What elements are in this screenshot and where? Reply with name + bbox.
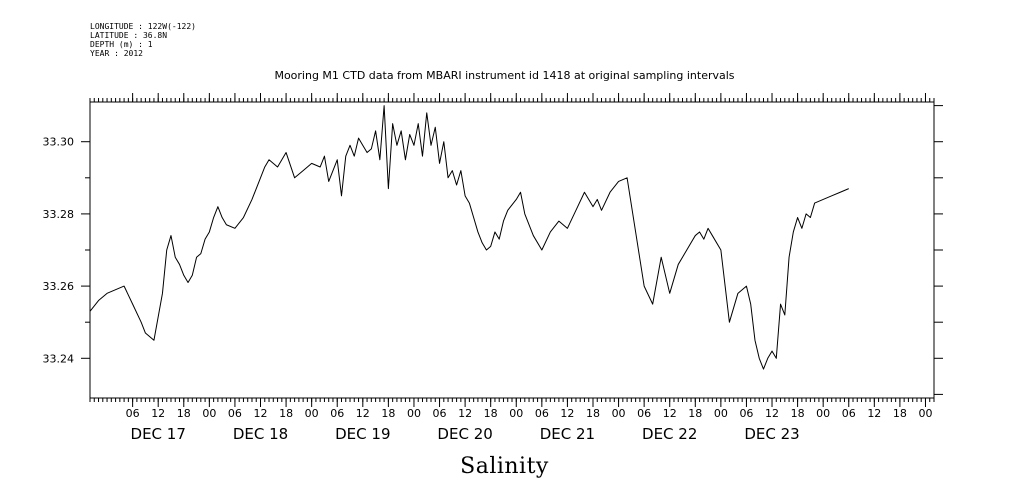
meta-year: YEAR : 2012 — [90, 49, 143, 58]
x-hour-tick-label: 12 — [765, 407, 779, 420]
x-day-label: DEC 17 — [131, 425, 186, 443]
series-line-salinity — [89, 105, 849, 370]
x-hour-tick-label: 06 — [433, 407, 447, 420]
x-hour-tick-label: 12 — [663, 407, 677, 420]
x-day-label: DEC 23 — [744, 425, 799, 443]
meta-latitude: LATITUDE : 36.8N — [90, 31, 168, 40]
x-hour-tick-label: 06 — [228, 407, 242, 420]
y-tick-label: 33.30 — [43, 136, 75, 149]
x-hour-tick-label: 00 — [509, 407, 523, 420]
x-hour-tick-label: 06 — [637, 407, 651, 420]
x-hour-tick-label: 00 — [407, 407, 421, 420]
x-hour-tick-label: 06 — [126, 407, 140, 420]
x-hour-tick-label: 00 — [918, 407, 932, 420]
x-hour-tick-label: 18 — [688, 407, 702, 420]
x-hour-tick-label: 06 — [535, 407, 549, 420]
meta-depth: DEPTH (m) : 1 — [90, 40, 153, 49]
x-hour-tick-label: 06 — [842, 407, 856, 420]
x-day-label: DEC 18 — [233, 425, 288, 443]
x-hour-tick-label: 12 — [560, 407, 574, 420]
x-hour-tick-label: 18 — [279, 407, 293, 420]
x-hour-tick-label: 18 — [893, 407, 907, 420]
x-axis-label: Salinity — [460, 454, 549, 479]
x-day-label: DEC 20 — [437, 425, 492, 443]
x-hour-tick-label: 06 — [330, 407, 344, 420]
x-day-label: DEC 22 — [642, 425, 697, 443]
meta-longitude: LONGITUDE : 122W(-122) — [90, 22, 196, 31]
x-day-label: DEC 19 — [335, 425, 390, 443]
y-tick-label: 33.28 — [43, 208, 75, 221]
x-hour-tick-label: 12 — [867, 407, 881, 420]
x-hour-tick-label: 00 — [714, 407, 728, 420]
x-hour-tick-label: 06 — [739, 407, 753, 420]
x-hour-tick-label: 00 — [816, 407, 830, 420]
y-tick-label: 33.24 — [43, 352, 75, 365]
chart-title: Mooring M1 CTD data from MBARI instrumen… — [274, 69, 735, 82]
x-hour-tick-label: 18 — [791, 407, 805, 420]
x-hour-tick-label: 12 — [151, 407, 165, 420]
x-day-label: DEC 21 — [540, 425, 595, 443]
x-hour-tick-label: 18 — [586, 407, 600, 420]
x-hour-tick-label: 18 — [177, 407, 191, 420]
x-hour-tick-label: 18 — [381, 407, 395, 420]
plot-frame — [89, 101, 935, 399]
x-hour-tick-label: 12 — [356, 407, 370, 420]
x-hour-tick-label: 12 — [458, 407, 472, 420]
x-hour-tick-label: 00 — [305, 407, 319, 420]
y-tick-label: 33.26 — [43, 280, 75, 293]
x-hour-tick-label: 00 — [202, 407, 216, 420]
x-minor-ticks — [89, 98, 935, 402]
x-hour-tick-label: 00 — [612, 407, 626, 420]
x-hour-tick-label: 18 — [484, 407, 498, 420]
x-hour-tick-label: 12 — [254, 407, 268, 420]
